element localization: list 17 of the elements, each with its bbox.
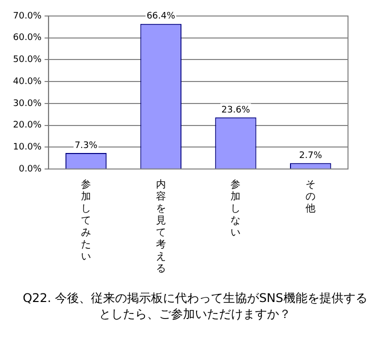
data-label: 2.7% bbox=[299, 150, 322, 161]
x-tick-label: 内容を見て考える bbox=[156, 178, 166, 275]
y-tick-label: 40.0% bbox=[12, 76, 42, 87]
y-tick-label: 0.0% bbox=[18, 164, 42, 174]
y-tick-label: 20.0% bbox=[12, 120, 42, 131]
data-label: 23.6% bbox=[221, 105, 250, 116]
y-tick-label: 30.0% bbox=[12, 98, 42, 109]
data-label: 66.4% bbox=[146, 12, 176, 22]
y-tick-label: 60.0% bbox=[12, 33, 42, 44]
text: Q22. 今後、従来の掲示板に代わって生協がSNS機能を提供するとしたら、ご参加いただけますか？ bbox=[22, 290, 368, 322]
y-tick-label: 50.0% bbox=[12, 55, 42, 66]
y-tick-label: 70.0% bbox=[12, 11, 42, 22]
y-tick-label: 10.0% bbox=[12, 142, 42, 152]
data-label: 7.3% bbox=[74, 140, 98, 151]
x-tick-label: その他 bbox=[306, 180, 316, 215]
x-tick-label: 参加してみたい bbox=[81, 178, 92, 263]
x-tick-label: 参加しない bbox=[230, 178, 241, 239]
